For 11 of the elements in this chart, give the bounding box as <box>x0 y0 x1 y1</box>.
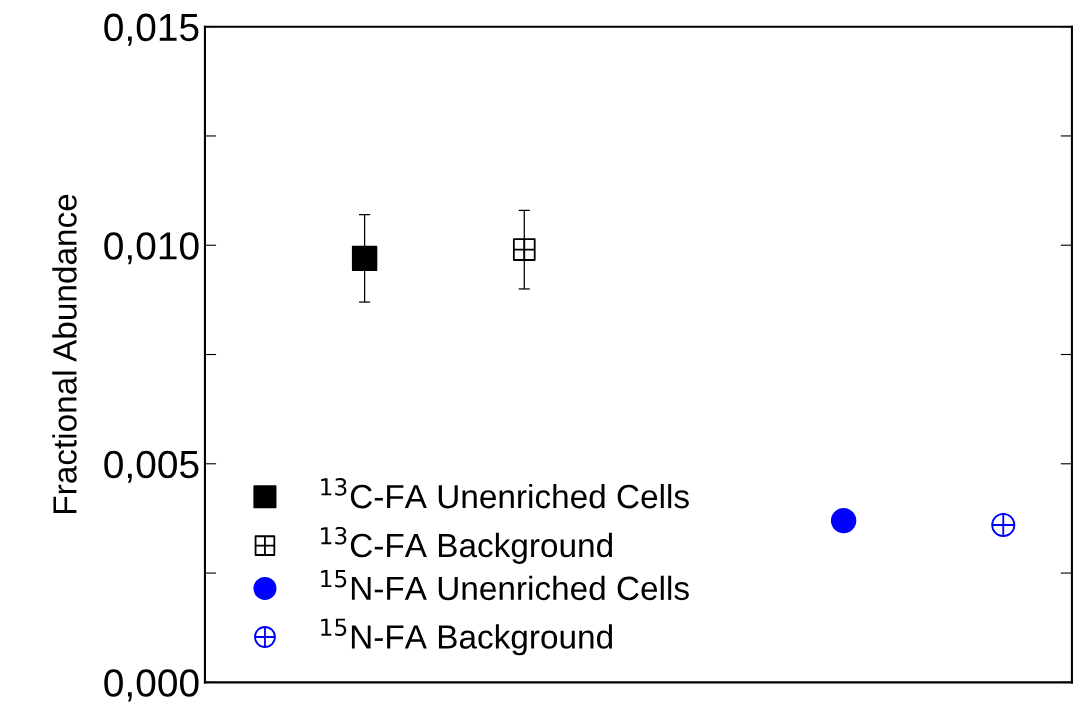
point <box>830 507 857 534</box>
y-axis-title: Fractional Abundance <box>52 194 77 513</box>
y-tick-label: 0,005 <box>104 450 199 483</box>
legend-label: $^{15}$N-FA Unenriched Cells <box>321 570 689 601</box>
legend-label: $^{13}$C-FA Background <box>321 526 612 564</box>
point <box>351 245 378 272</box>
legend-label: $^{15}$N-FA Background <box>321 618 612 656</box>
y-tick-label: 0,000 <box>104 669 199 702</box>
legend-label: $^{13}$C-FA Unenriched Cells <box>321 478 689 509</box>
y-tick-label: 0,010 <box>104 232 199 265</box>
y-tick-label: 0,015 <box>104 13 199 46</box>
